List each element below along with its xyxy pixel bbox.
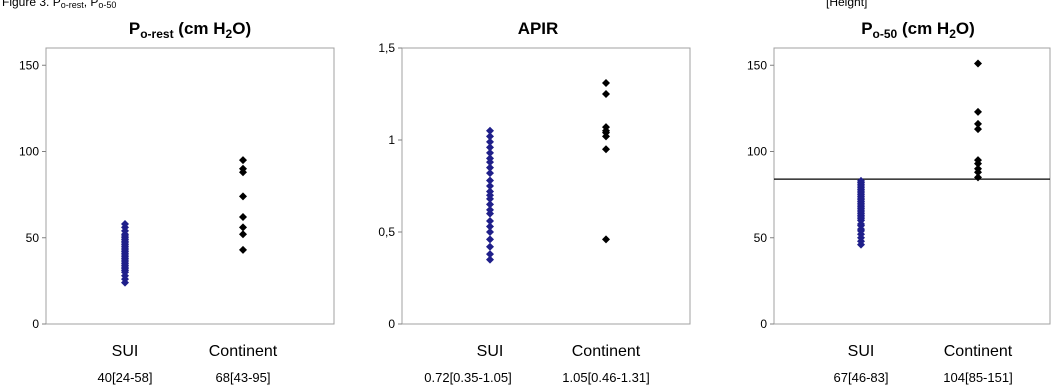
chart-title: APIR xyxy=(518,19,559,38)
chart-panel-po-rest: Po-rest (cm H2O) 0 50 100 150 SUI Continent… xyxy=(19,19,335,385)
data-point-sui xyxy=(486,154,494,163)
data-point-sui xyxy=(486,228,494,236)
data-point-sui xyxy=(486,176,494,185)
summary-sui: 67[46-83] xyxy=(834,370,889,385)
data-point-continent xyxy=(239,192,247,201)
y-tick-label: 150 xyxy=(19,58,39,72)
chart-panel-apir: APIR 0 0,5 1 1,5 SUI Continent 0.72[0.35-1.… xyxy=(378,19,691,385)
chart-title: Po-rest (cm H2O) xyxy=(129,19,251,41)
page-caption: Figure 3. Po-rest, Po-50 [Height] xyxy=(2,0,867,10)
y-tick-label: 100 xyxy=(747,145,767,159)
summary-continent: 1.05[0.46-1.31] xyxy=(562,370,649,385)
data-point-sui xyxy=(857,176,865,185)
data-point-sui xyxy=(486,222,494,231)
data-point-continent xyxy=(602,235,610,244)
plot-area xyxy=(45,47,335,325)
y-tick-label: 0,5 xyxy=(378,225,395,239)
data-point-continent xyxy=(602,78,610,87)
data-point-continent xyxy=(602,145,610,154)
y-axis: 0 50 100 150 xyxy=(747,58,774,331)
plot-area xyxy=(773,47,1051,325)
y-tick-label: 1,5 xyxy=(378,41,395,55)
data-point-sui xyxy=(486,143,494,152)
chart-title: Po-50 (cm H2O) xyxy=(861,19,975,41)
data-point-sui xyxy=(121,219,129,228)
data-point-sui xyxy=(486,126,494,135)
plot-area xyxy=(401,47,691,325)
category-label-sui: SUI xyxy=(477,343,504,360)
data-point-sui xyxy=(486,235,494,244)
data-point-continent xyxy=(239,164,247,173)
y-tick-label: 50 xyxy=(754,231,768,245)
chart-panel-po-50: Po-50 (cm H2O) 0 50 100 150 SUI Continent 6… xyxy=(747,19,1051,385)
data-point-continent xyxy=(602,123,610,132)
y-tick-label: 50 xyxy=(26,231,40,245)
caption-left: Figure 3. Po-rest, Po-50 xyxy=(2,0,116,10)
data-points xyxy=(486,78,610,264)
y-tick-label: 0 xyxy=(32,317,39,331)
data-point-sui xyxy=(486,250,494,259)
data-point-continent xyxy=(974,59,982,68)
y-tick-label: 1 xyxy=(388,133,395,147)
y-axis: 0 0,5 1 1,5 xyxy=(378,41,402,331)
data-point-continent xyxy=(974,107,982,116)
data-point-sui xyxy=(486,148,494,157)
data-point-sui xyxy=(486,132,494,141)
data-point-continent xyxy=(239,223,247,232)
data-point-sui xyxy=(486,137,494,146)
summary-sui: 40[24-58] xyxy=(98,370,153,385)
data-point-continent xyxy=(974,125,982,134)
category-label-continent: Continent xyxy=(572,343,641,360)
summary-continent: 68[43-95] xyxy=(216,370,271,385)
data-point-continent xyxy=(974,173,982,182)
data-point-continent xyxy=(239,156,247,165)
caption-right: [Height] xyxy=(826,0,867,9)
y-tick-label: 0 xyxy=(760,317,767,331)
data-point-sui xyxy=(486,255,494,264)
data-point-sui xyxy=(486,242,494,251)
data-point-sui xyxy=(486,216,494,225)
data-point-continent xyxy=(239,245,247,254)
y-tick-label: 150 xyxy=(747,58,767,72)
category-label-sui: SUI xyxy=(112,343,139,360)
y-tick-label: 100 xyxy=(19,145,39,159)
data-point-continent xyxy=(974,119,982,128)
data-point-sui xyxy=(486,205,494,214)
data-point-sui xyxy=(486,187,494,196)
data-point-sui xyxy=(486,169,494,178)
data-point-sui xyxy=(486,200,494,209)
y-tick-label: 0 xyxy=(388,317,395,331)
y-axis: 0 50 100 150 xyxy=(19,58,46,331)
data-point-continent xyxy=(974,164,982,173)
data-points xyxy=(857,59,982,249)
category-label-continent: Continent xyxy=(209,343,278,360)
data-point-continent xyxy=(239,230,247,239)
summary-continent: 104[85-151] xyxy=(943,370,1012,385)
data-point-continent xyxy=(602,90,610,98)
data-point-sui xyxy=(486,163,494,172)
summary-sui: 0.72[0.35-1.05] xyxy=(424,370,511,385)
category-label-continent: Continent xyxy=(944,343,1013,360)
data-point-continent xyxy=(239,213,247,222)
category-label-sui: SUI xyxy=(848,343,875,360)
data-point-sui xyxy=(486,182,494,190)
data-point-continent xyxy=(974,156,982,165)
data-points xyxy=(121,156,247,287)
